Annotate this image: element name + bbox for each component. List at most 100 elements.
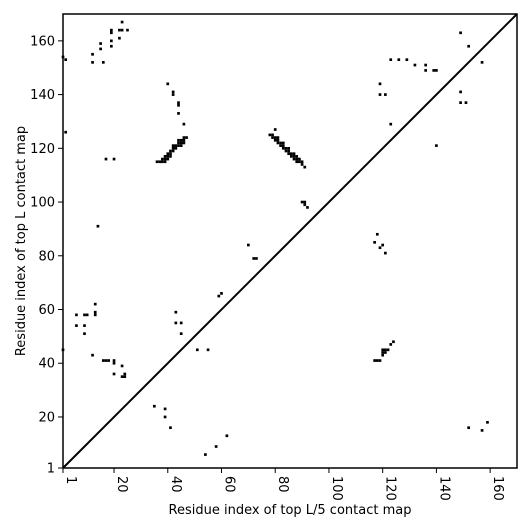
contact-cell-lower [384, 351, 387, 354]
contact-cell-lower [217, 294, 221, 298]
contact-cell-lower [373, 241, 376, 244]
contact-cell-lower [389, 122, 393, 126]
x-tick-label: 20 [114, 476, 129, 493]
contact-cell-lower [386, 348, 390, 352]
y-tick-label: 20 [38, 410, 55, 425]
contact-cell-lower [432, 69, 436, 72]
contact-cell-lower [255, 257, 258, 260]
y-tick-label: 140 [30, 88, 55, 103]
contact-cell-upper [177, 144, 180, 147]
contact-cell-upper [169, 152, 172, 156]
contact-cell-upper [166, 152, 170, 156]
contact-cell-lower [290, 152, 293, 156]
contact-cell-lower [279, 141, 282, 145]
contact-cell-upper [120, 28, 124, 32]
contact-cell-upper [118, 36, 121, 40]
y-tick-label: 60 [38, 303, 55, 318]
contact-cell-lower [273, 128, 277, 131]
contact-cell-lower [284, 146, 288, 150]
contact-cell-lower [303, 200, 307, 204]
contact-cell-lower [381, 351, 385, 354]
contact-cell-upper [182, 122, 186, 126]
contact-cell-lower [252, 257, 256, 260]
contact-cell-upper [104, 157, 108, 161]
contact-cell-upper [171, 90, 175, 94]
contact-cell-lower [225, 434, 229, 438]
contact-cell-lower [271, 133, 274, 137]
contact-cell-upper [110, 44, 113, 48]
contact-cell-lower [287, 152, 290, 156]
contact-cell-lower [204, 453, 207, 456]
y-tick-label: 40 [38, 357, 55, 372]
contact-cell-upper [83, 332, 86, 336]
contact-cell-lower [381, 353, 385, 357]
contact-cell-lower [292, 155, 296, 158]
contact-cell-upper [64, 58, 68, 62]
contact-cell-lower [152, 404, 156, 408]
contact-cell-lower [273, 136, 277, 139]
contact-cell-lower [467, 44, 470, 48]
contact-cell-lower [306, 206, 309, 209]
contact-cell-lower [378, 93, 382, 96]
contact-cell-lower [295, 157, 299, 161]
contact-cell-upper [155, 160, 159, 164]
contact-cell-upper [163, 155, 167, 158]
x-tick-label: 140 [436, 476, 451, 501]
contact-cell-upper [161, 157, 164, 161]
contact-cell-upper [179, 141, 183, 145]
contact-cell-upper [75, 324, 78, 327]
contact-cell-lower [303, 203, 307, 207]
contact-cell-upper [91, 353, 94, 357]
contact-cell-lower [292, 157, 296, 161]
contact-cell-lower [384, 348, 387, 352]
contact-cell-upper [99, 42, 102, 45]
contact-cell-lower [281, 144, 285, 147]
contact-cell-lower [300, 160, 304, 164]
contact-cell-upper [110, 28, 113, 32]
plot-frame [62, 13, 518, 469]
contact-cell-upper [182, 141, 186, 145]
contact-cell-lower [295, 155, 299, 158]
contact-cell-lower [397, 58, 401, 62]
contact-cell-upper [174, 310, 178, 314]
contact-cell-upper [64, 130, 68, 134]
contact-cell-upper [91, 52, 94, 56]
contact-cell-upper [174, 321, 178, 325]
contact-cell-upper [177, 141, 180, 145]
contact-cell-lower [287, 149, 290, 153]
contact-cell-upper [112, 361, 116, 365]
contact-cell-upper [166, 82, 170, 86]
contact-cell-upper [163, 160, 167, 164]
contact-cell-lower [424, 69, 428, 72]
contact-cell-lower [413, 63, 417, 67]
contact-cell-lower [292, 152, 296, 156]
contact-cell-upper [182, 136, 186, 139]
contact-cell-lower [435, 144, 438, 147]
contact-cell-lower [424, 63, 428, 67]
y-tick-label: 160 [30, 34, 55, 49]
contact-cell-lower [375, 359, 379, 362]
contact-cell-lower [384, 93, 387, 96]
contact-cell-upper [171, 146, 175, 150]
x-axis-label: Residue index of top L/5 contact map [169, 503, 412, 518]
contact-cell-upper [185, 136, 188, 139]
contact-cell-lower [163, 415, 167, 419]
contact-cell-lower [459, 101, 462, 104]
contact-cell-lower [281, 141, 285, 145]
contact-cell-lower [298, 157, 301, 161]
contact-cell-lower [303, 165, 307, 169]
contact-cell-upper [110, 39, 113, 43]
contact-cell-upper [171, 149, 175, 153]
contact-cell-lower [300, 200, 304, 204]
contact-cell-upper [126, 28, 129, 32]
contact-cell-upper [120, 375, 124, 379]
contact-cell-upper [179, 332, 183, 336]
contact-cell-upper [182, 138, 186, 142]
x-tick-label: 80 [275, 476, 290, 493]
contact-cell-upper [169, 155, 172, 158]
x-tick-label: 1 [63, 476, 78, 484]
contact-cell-upper [101, 61, 105, 64]
contact-cell-lower [281, 146, 285, 150]
contact-cell-upper [120, 20, 124, 24]
